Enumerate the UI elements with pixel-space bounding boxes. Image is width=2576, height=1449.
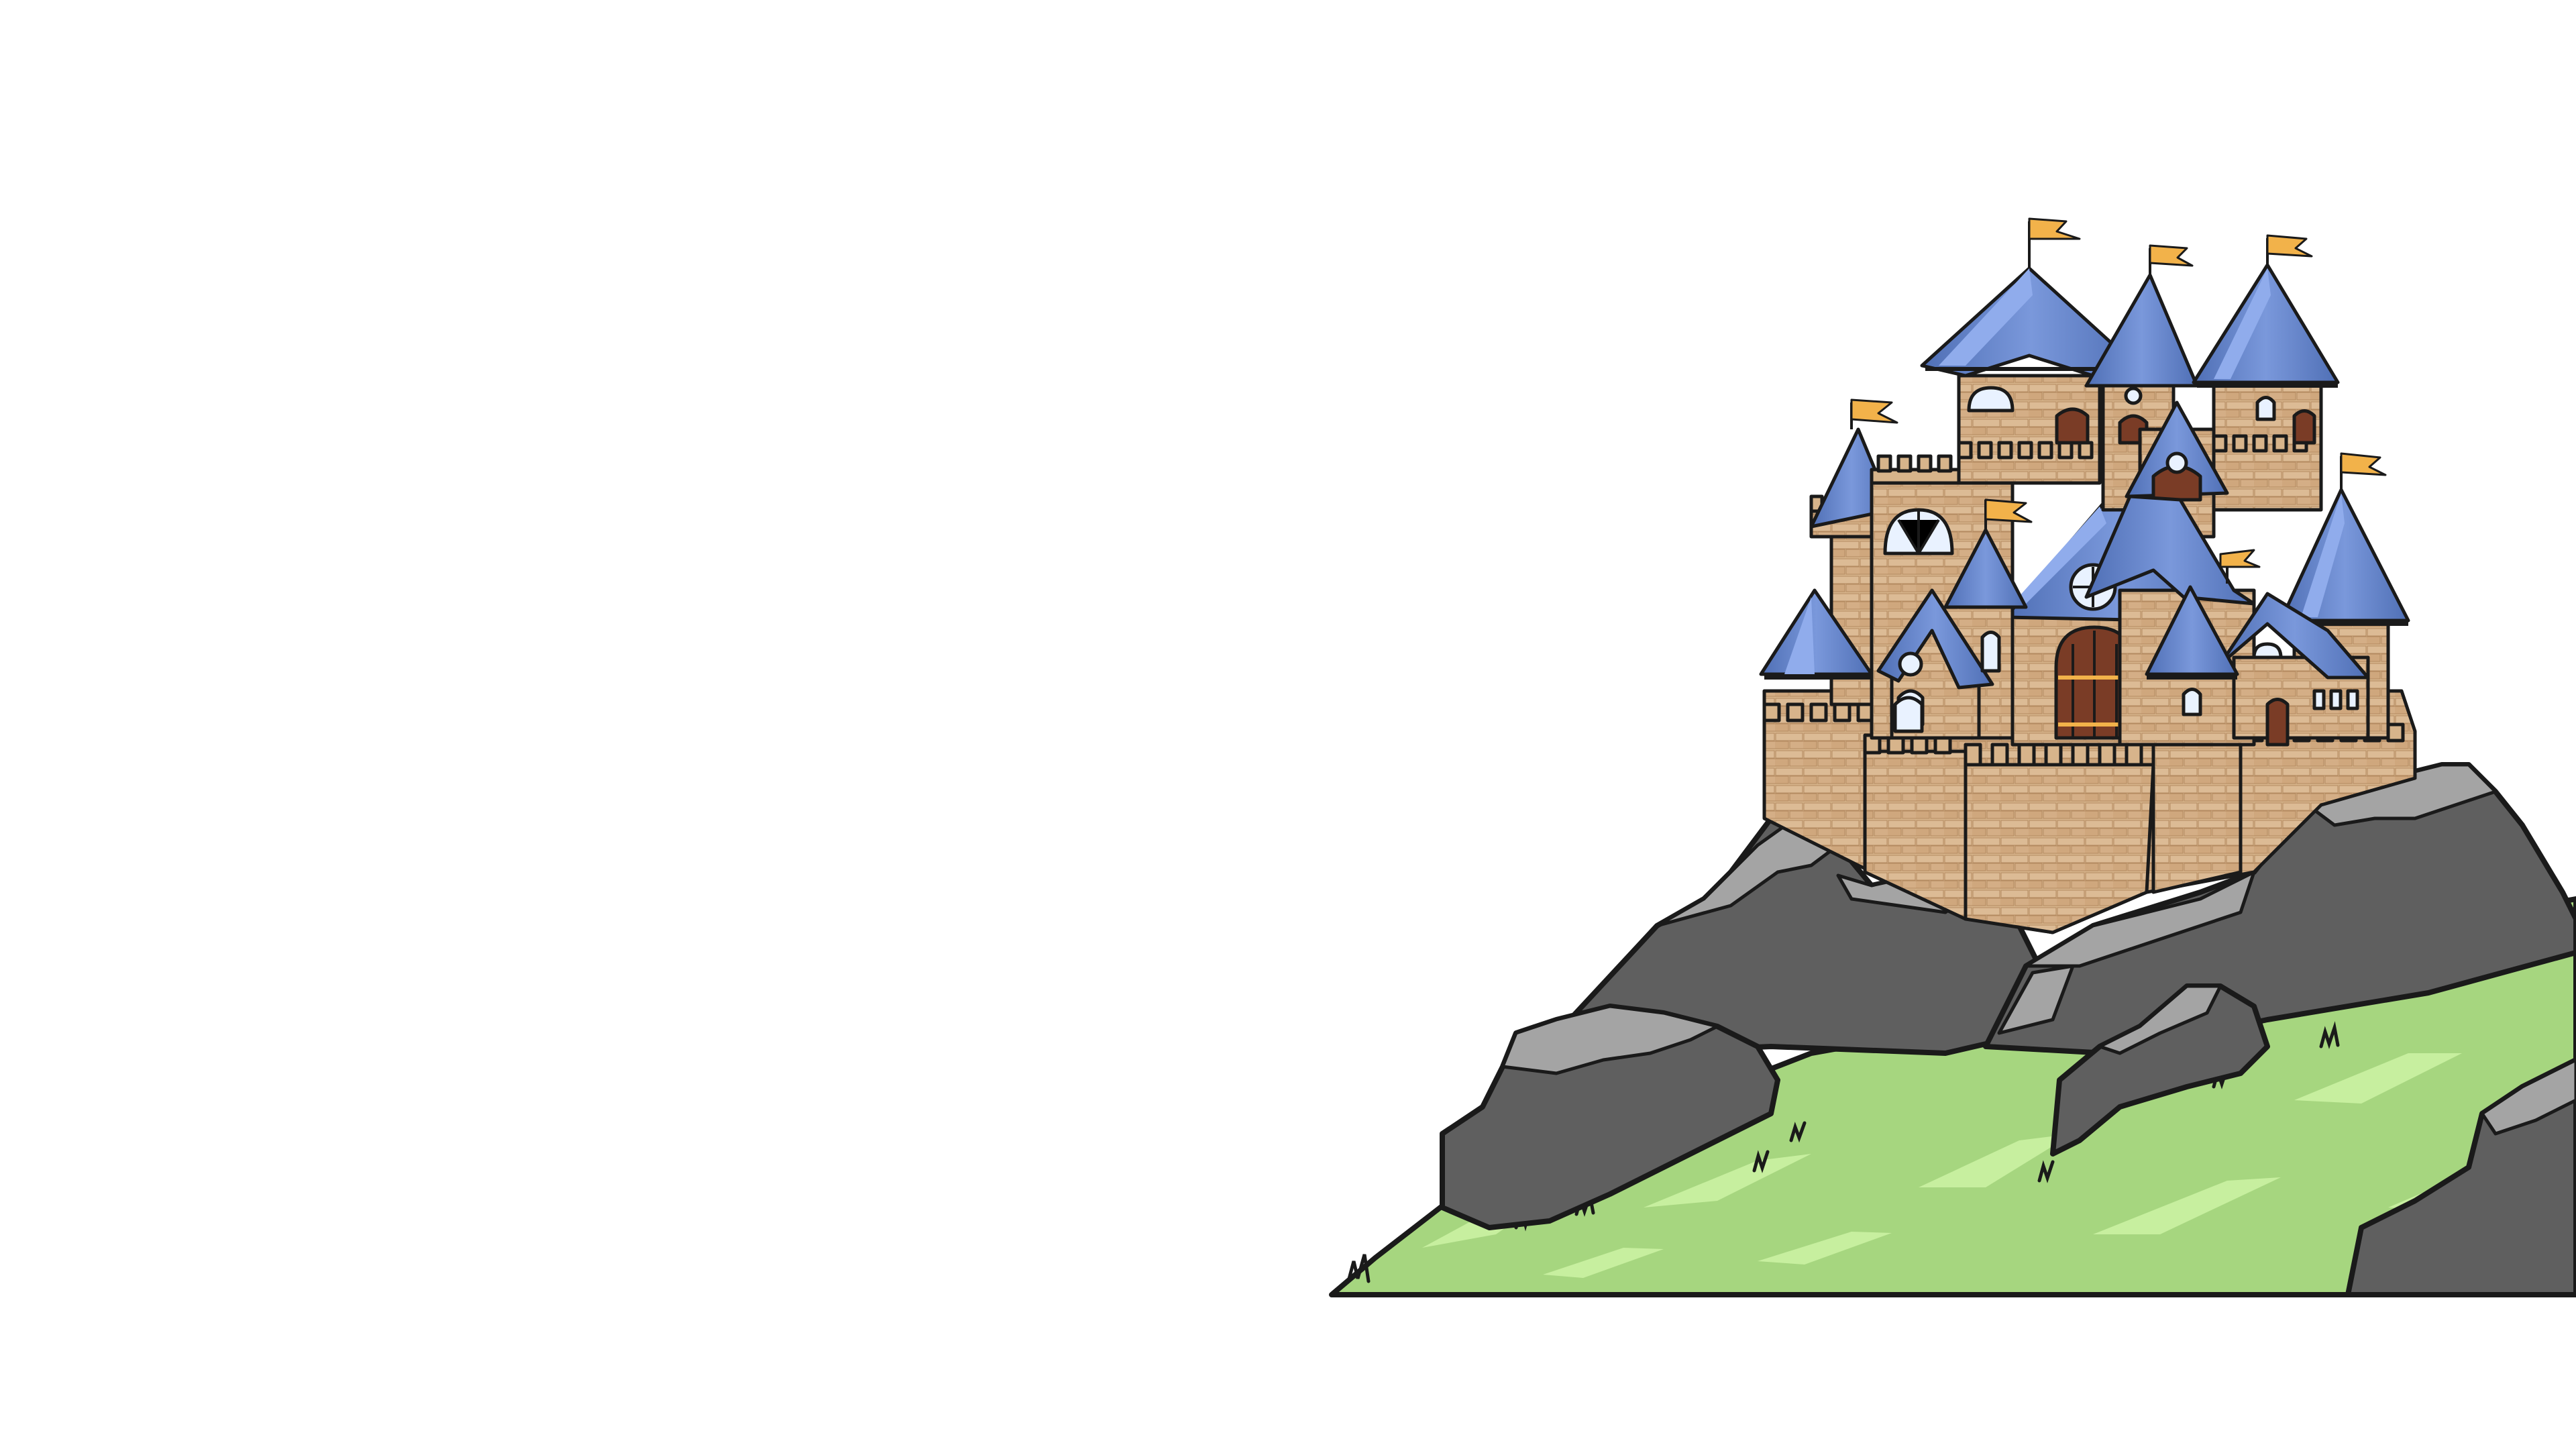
castle — [1759, 217, 2417, 934]
rocky-hill — [1440, 762, 2576, 1297]
